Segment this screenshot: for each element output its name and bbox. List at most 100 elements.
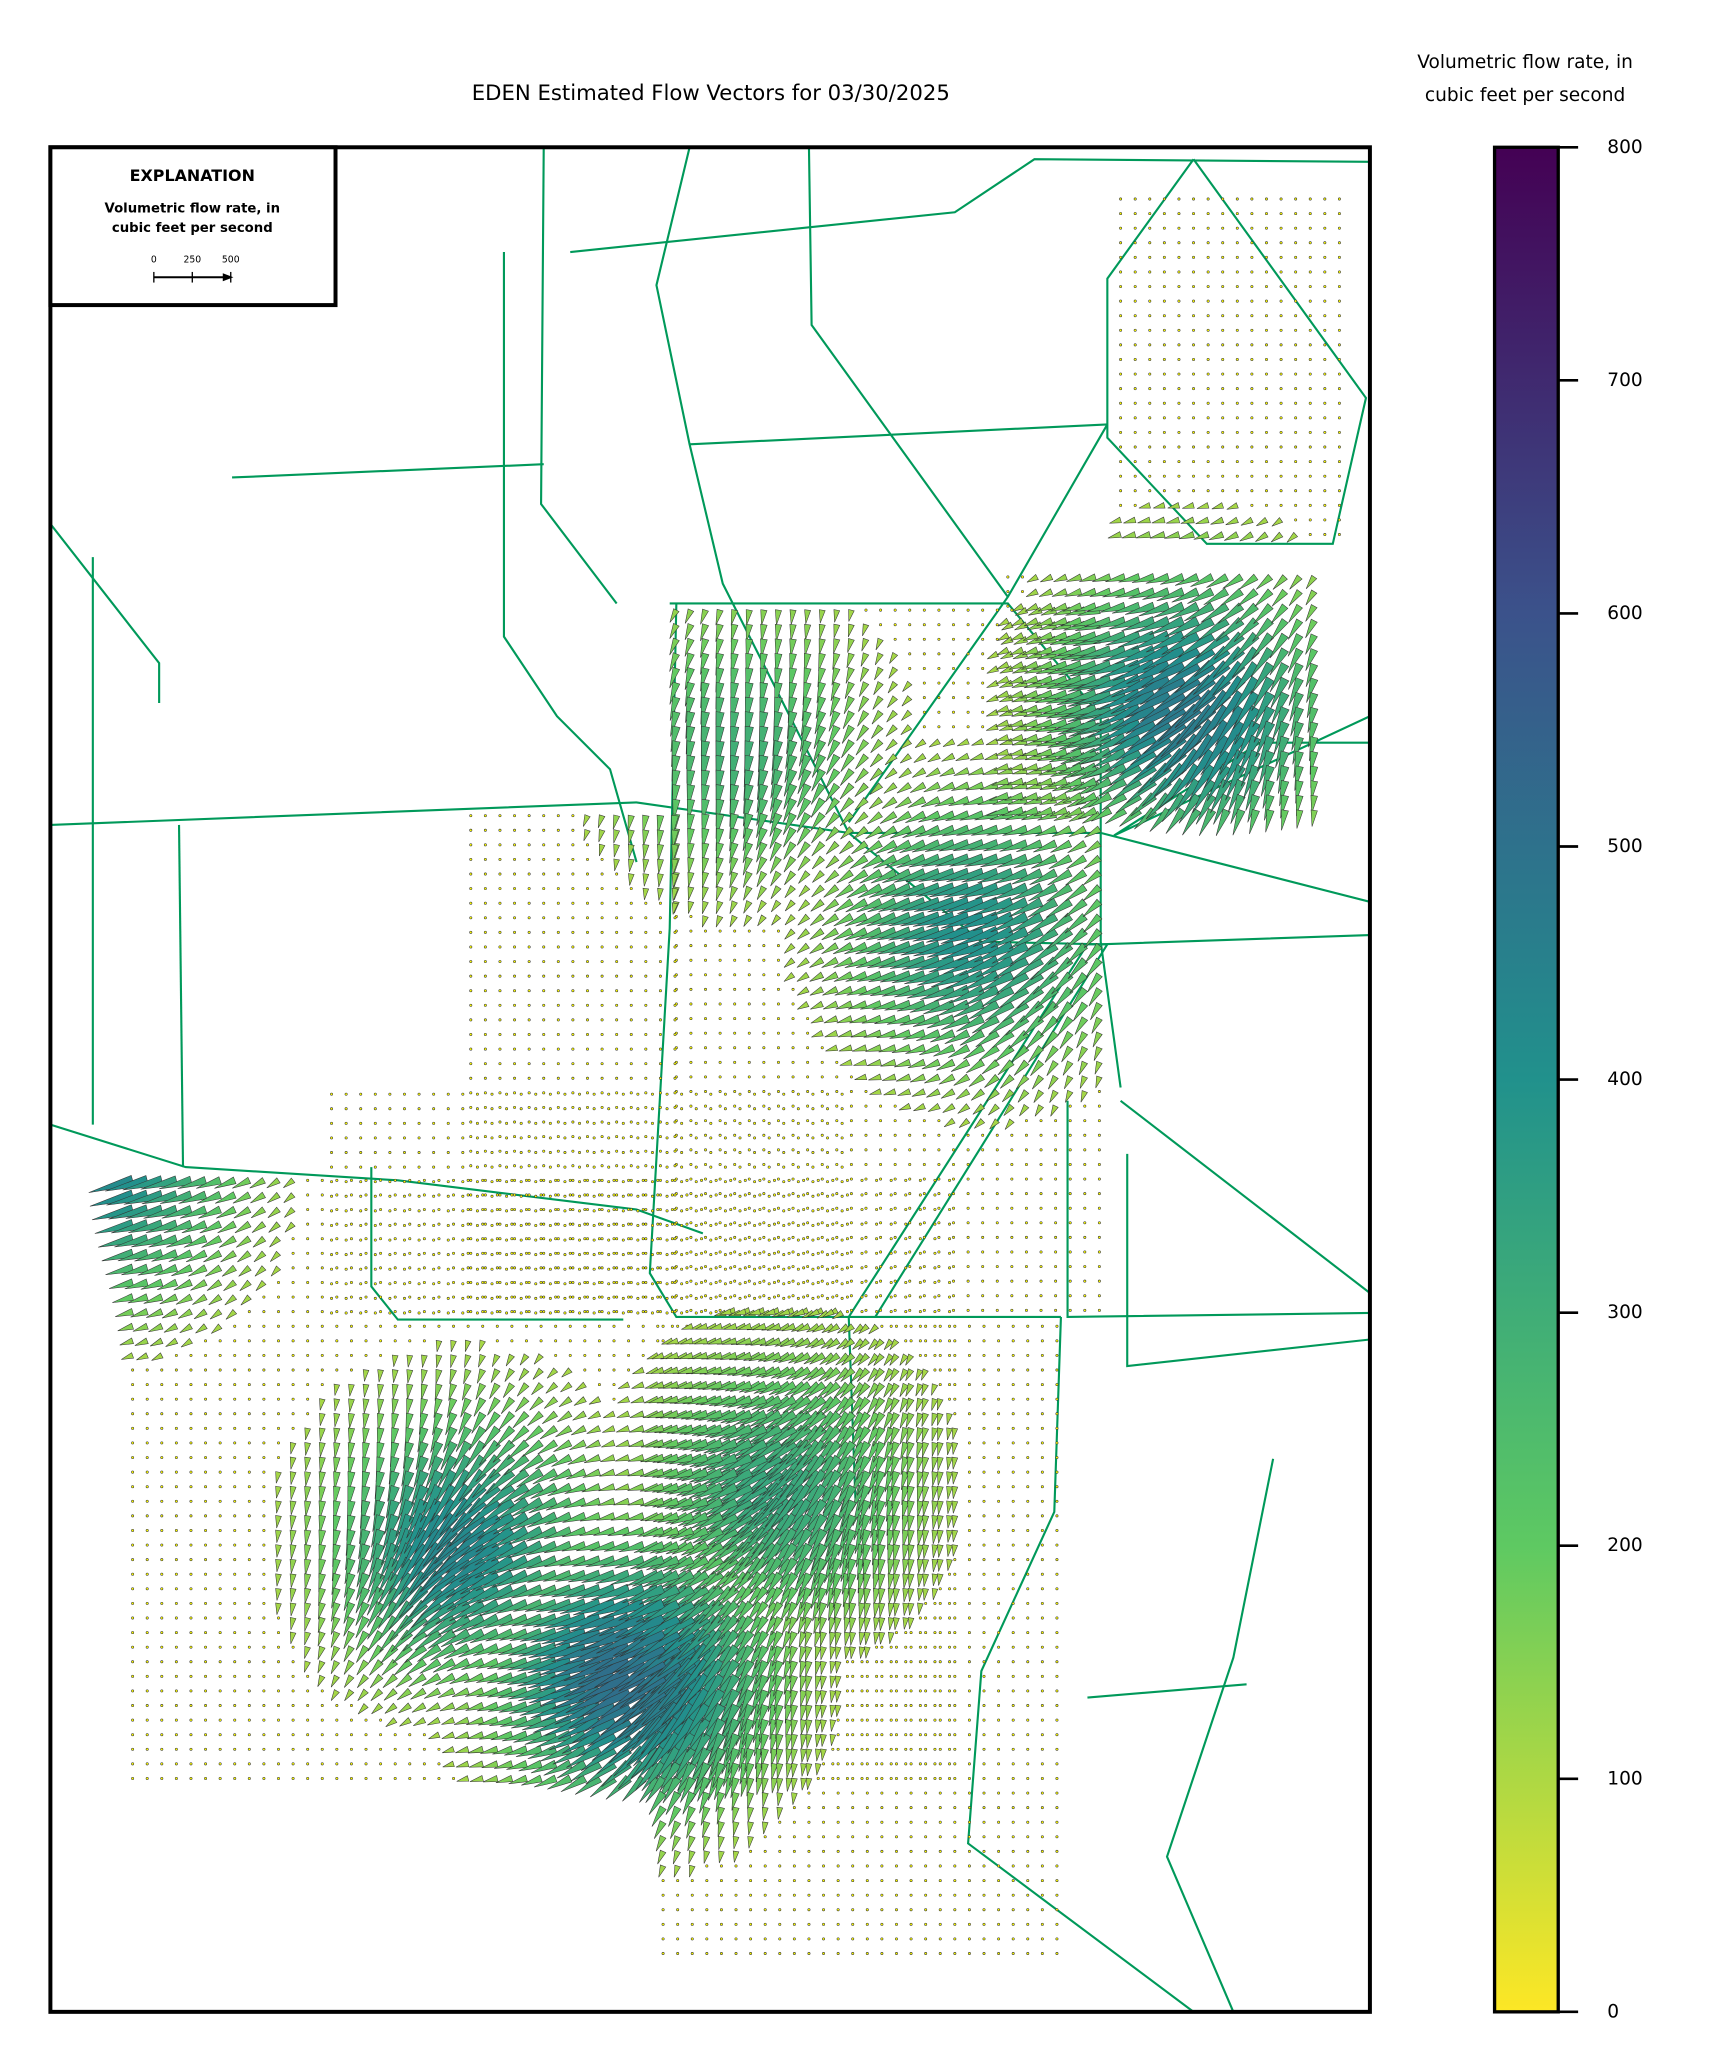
- flow-dot: [527, 960, 531, 963]
- flow-arrow: [275, 1544, 282, 1558]
- flow-dot: [835, 1148, 839, 1152]
- flow-dot: [806, 1294, 810, 1298]
- flow-dot: [689, 1308, 693, 1312]
- flow-dot: [658, 989, 662, 993]
- flow-arrow: [797, 913, 811, 926]
- flow-dot: [247, 1368, 251, 1372]
- flow-dot: [364, 1776, 368, 1780]
- flow-dot: [1039, 1221, 1043, 1225]
- flow-dot: [600, 1135, 604, 1139]
- flow-arrow: [333, 1442, 341, 1459]
- flow-arrow: [578, 1670, 632, 1701]
- flow-arrow: [596, 1512, 616, 1521]
- flow-dot: [344, 1238, 348, 1242]
- flow-arrow: [899, 1426, 910, 1445]
- flow-dot: [330, 1267, 333, 1271]
- flow-dot: [233, 1704, 237, 1707]
- flow-arrow: [849, 1411, 866, 1432]
- flow-dot: [597, 1339, 601, 1343]
- flow-arrow: [818, 609, 826, 624]
- flow-dot: [527, 814, 531, 818]
- flow-arrow: [355, 1601, 370, 1626]
- flow-dot: [233, 1499, 237, 1503]
- flow-dot: [373, 1165, 377, 1169]
- flow-dot: [922, 1206, 926, 1210]
- flow-arrow: [318, 1442, 326, 1458]
- flow-dot: [262, 1572, 266, 1576]
- flow-dot: [461, 1223, 465, 1227]
- flow-arrow: [642, 873, 650, 887]
- flow-dot: [597, 1178, 601, 1182]
- flow-dot: [534, 1296, 538, 1300]
- flow-dot: [344, 1194, 348, 1198]
- flow-arrow: [858, 1646, 866, 1659]
- flow-dot: [893, 1177, 897, 1181]
- flow-dot: [889, 1689, 893, 1693]
- flow-dot: [820, 1192, 824, 1196]
- flow-dot: [359, 1121, 363, 1125]
- flow-arrow: [946, 867, 985, 883]
- flow-arrow: [511, 1613, 543, 1627]
- flow-arrow: [267, 1192, 281, 1204]
- flow-dot: [534, 1180, 538, 1184]
- flow-arrow: [815, 1763, 822, 1776]
- flow-dot: [733, 1075, 737, 1079]
- flow-arrow: [899, 1368, 909, 1382]
- flow-arrow: [173, 1278, 193, 1291]
- flow-dot: [349, 1368, 353, 1372]
- flow-dot: [849, 1148, 853, 1152]
- flow-dot: [320, 1222, 324, 1226]
- flow-dot: [718, 1250, 722, 1254]
- flow-arrow: [887, 839, 912, 854]
- flow-dot: [776, 1104, 780, 1108]
- flow-dot: [539, 1324, 543, 1328]
- flow-arrow: [318, 1456, 326, 1473]
- flow-arrow: [669, 666, 681, 689]
- flow-dot: [738, 1180, 742, 1184]
- flow-dot: [673, 1237, 677, 1241]
- flow-dot: [776, 929, 780, 933]
- flow-dot: [791, 1017, 795, 1021]
- flow-arrow: [521, 1774, 543, 1786]
- flow-dot: [948, 1747, 951, 1751]
- flow-dot: [776, 1206, 780, 1210]
- flow-dot: [262, 1631, 266, 1635]
- flow-dot: [437, 1237, 441, 1241]
- flow-dot: [483, 1237, 487, 1241]
- flow-arrow: [996, 970, 1030, 994]
- flow-dot: [776, 1148, 780, 1152]
- flow-dot: [597, 1324, 601, 1328]
- flow-arrow: [1000, 1074, 1015, 1089]
- flow-dot: [753, 1151, 757, 1154]
- flow-dot: [636, 1282, 640, 1286]
- flow-dot: [359, 1223, 363, 1227]
- flow-dot: [483, 945, 487, 949]
- flow-dot: [446, 1194, 450, 1198]
- flow-dot: [469, 960, 473, 963]
- flow-arrow: [934, 984, 970, 1002]
- flow-dot: [908, 1221, 912, 1225]
- flow-dot: [542, 945, 546, 949]
- flow-arrow: [715, 857, 724, 876]
- flow-dot: [651, 1311, 654, 1315]
- flow-arrow: [1012, 767, 1028, 775]
- flow-dot: [578, 1296, 581, 1300]
- flow-arrow: [820, 1337, 835, 1349]
- flow-dot: [709, 1092, 713, 1096]
- flow-dot: [571, 1295, 575, 1299]
- flow-dot: [845, 1733, 849, 1737]
- flow-dot: [636, 1267, 640, 1271]
- flow-dot: [629, 1033, 633, 1036]
- flow-dot: [966, 1279, 970, 1283]
- flow-dot: [1024, 1308, 1028, 1312]
- flow-arrow: [343, 1630, 355, 1650]
- flow-dot: [571, 1149, 575, 1153]
- flow-dot: [826, 1107, 829, 1111]
- flow-dot: [586, 1222, 589, 1226]
- flow-dot: [922, 710, 926, 714]
- flow-dot: [860, 1281, 864, 1284]
- flow-arrow: [642, 887, 650, 901]
- flow-dot: [388, 1253, 392, 1257]
- flow-dot: [845, 1208, 849, 1211]
- flow-dot: [364, 1339, 368, 1343]
